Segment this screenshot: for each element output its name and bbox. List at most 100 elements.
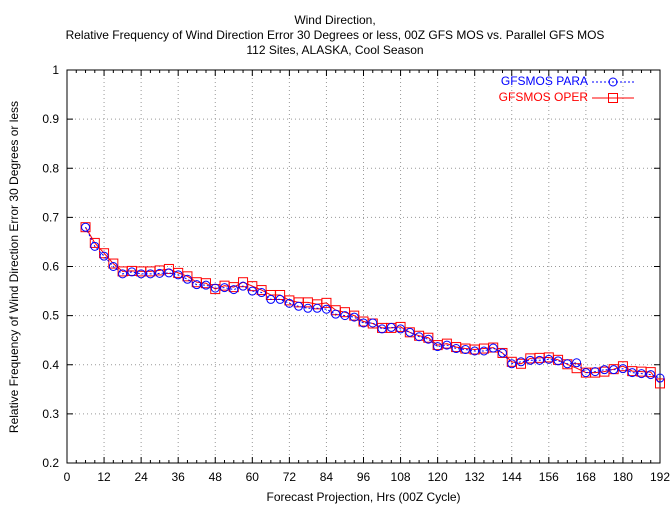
data-point-para [386,322,396,332]
x-tick-label: 36 [172,470,186,484]
data-point-para [201,280,211,290]
data-point-oper [321,297,332,308]
data-point-para [544,354,554,364]
x-tick-label: 168 [576,470,596,484]
legend-label-oper: GFSMOS OPER [498,90,588,104]
data-point-para [257,288,267,298]
x-tick-label: 60 [246,470,260,484]
x-tick-label: 120 [428,470,448,484]
y-tick-label: 0.4 [42,358,59,372]
data-point-para [627,368,637,378]
data-point-para [210,283,220,293]
legend-marker-oper [608,93,618,103]
y-tick-label: 0.5 [42,309,59,323]
data-point-oper [349,310,360,321]
legend-entry-para: GFSMOS PARA [501,74,588,88]
data-point-para [349,312,359,322]
data-point-para [414,332,424,342]
data-point-para [284,298,294,308]
data-point-para [553,356,563,366]
x-tick-label: 72 [283,470,297,484]
series-line-0 [85,226,661,379]
y-tick-label: 0.3 [42,407,59,421]
data-point-para [423,334,433,344]
data-point-oper [655,378,665,389]
data-point-para [220,283,230,293]
x-tick-label: 108 [391,470,411,484]
data-point-para [479,346,489,356]
data-point-para [90,241,100,251]
y-tick-label: 0.8 [42,161,59,175]
legend-marker-para [608,77,618,87]
data-point-para [266,294,276,304]
data-point-para [442,340,452,350]
data-point-para [562,359,572,369]
data-point-para [275,294,285,304]
data-point-para [497,348,507,358]
y-tick-label: 1 [52,63,59,77]
data-point-para [636,369,646,379]
data-point-oper [423,332,434,343]
x-tick-label: 96 [357,470,371,484]
x-tick-label: 84 [320,470,334,484]
data-point-para [182,274,192,284]
chart-subtitle: Relative Frequency of Wind Direction Err… [65,28,605,42]
data-point-para [173,270,183,280]
data-point-para [377,324,387,334]
data-point-oper [89,237,100,248]
data-point-para [618,364,628,374]
data-point-para [99,251,109,261]
x-tick-label: 0 [64,470,71,484]
data-point-para [646,370,656,380]
data-point-para [525,355,535,365]
x-tick-label: 156 [539,470,559,484]
data-point-para [118,269,128,279]
data-point-oper [645,367,656,378]
data-point-para [396,324,406,334]
data-point-para [535,355,545,365]
data-point-para [581,368,591,378]
data-point-para [192,280,202,290]
data-point-para [368,318,378,328]
data-point-para [405,327,415,337]
data-point-para [127,267,137,277]
data-point-oper [99,248,110,259]
y-axis-label: Relative Frequency of Wind Direction Err… [7,100,22,433]
x-tick-label: 48 [209,470,223,484]
data-point-para [359,318,368,328]
chart-subtitle-2: 112 Sites, ALASKA, Cool Season [246,43,424,57]
data-point-para [599,365,609,375]
y-tick-label: 0.2 [42,456,59,470]
data-point-para [108,262,118,271]
data-point-para [145,269,155,279]
x-tick-label: 192 [650,470,670,484]
data-point-para [331,309,341,319]
data-point-para [312,303,322,313]
data-point-para [340,311,350,321]
data-point-para [451,344,461,354]
data-point-para [433,342,443,352]
data-point-para [516,357,526,367]
data-point-para [229,285,239,295]
x-tick-label: 180 [613,470,633,484]
data-point-oper [200,278,211,289]
data-point-para [507,359,517,369]
data-point-oper [182,271,193,282]
data-point-para [238,281,248,291]
data-point-para [303,303,313,313]
data-point-para [655,373,665,383]
x-tick-label: 12 [97,470,111,484]
data-point-para [572,358,582,368]
data-point-para [460,345,470,355]
data-point-oper [275,289,286,300]
legend-entry-oper: GFSMOS OPER [499,90,588,104]
data-point-para [488,343,498,353]
data-point-oper [108,258,119,269]
data-point-para [247,286,257,296]
data-point-para [609,365,619,375]
x-tick-label: 144 [502,470,522,484]
data-point-oper [395,321,406,332]
data-point-para [155,268,165,278]
chart-title: Wind Direction, [294,13,376,27]
